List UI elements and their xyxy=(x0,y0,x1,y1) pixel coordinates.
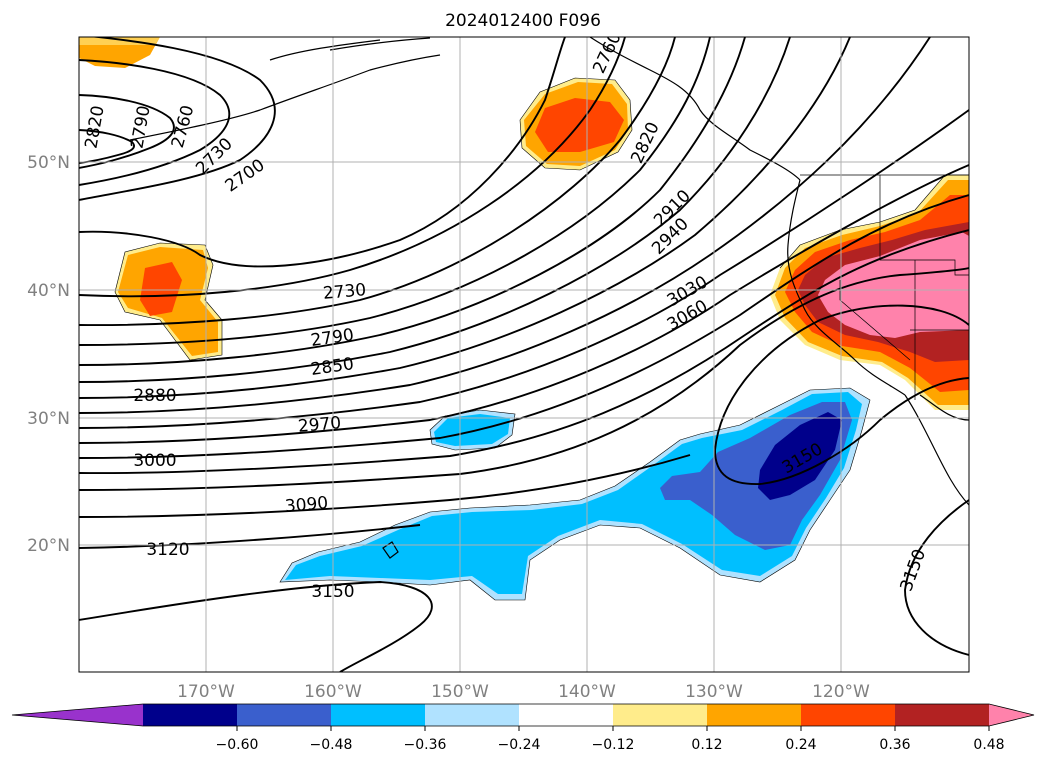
colorbar-tick-label: 0.24 xyxy=(785,737,816,753)
colorbar-ticks: −0.60 −0.48 −0.36 −0.24 −0.12 0.12 0.24 0.36 0.4… xyxy=(216,726,1005,753)
colorbar-tick-label: −0.24 xyxy=(498,737,541,753)
state-borders xyxy=(800,174,969,400)
coastlines xyxy=(129,37,969,559)
colorbar-outline xyxy=(11,703,1035,727)
anomaly-fill-central-pacific xyxy=(430,410,515,450)
longitude-labels: 170°W 160°W 150°W 140°W 130°W 120°W xyxy=(177,682,870,702)
lat-label: 30°N xyxy=(27,409,70,429)
lat-label: 40°N xyxy=(27,281,70,301)
map-panel: 2820 2790 2760 2730 2700 2760 2820 2910 … xyxy=(79,37,969,672)
colorbar-tick-label: −0.48 xyxy=(310,737,353,753)
map-title: 2024012400 F096 xyxy=(445,11,601,31)
colorbar-tick-label: −0.36 xyxy=(404,737,447,753)
latitude-labels: 50°N 40°N 30°N 20°N xyxy=(27,153,70,556)
colorbar-segment xyxy=(425,704,520,726)
lat-label: 20°N xyxy=(27,536,70,556)
contour-label: 3000 xyxy=(133,451,176,471)
anomaly-fill-subtropical xyxy=(280,388,870,600)
lon-label: 150°W xyxy=(431,682,489,702)
lon-label: 130°W xyxy=(685,682,743,702)
colorbar-segment xyxy=(143,704,238,726)
colorbar-tick-label: −0.12 xyxy=(592,737,635,753)
contour-label: 2880 xyxy=(133,386,176,406)
colorbar-extend-low xyxy=(12,704,143,726)
colorbar-tick-label: 0.36 xyxy=(879,737,910,753)
colorbar-segment xyxy=(331,704,426,726)
lon-label: 170°W xyxy=(177,682,235,702)
contour-label: 2730 xyxy=(322,280,367,304)
colorbar-tick-label: 0.48 xyxy=(973,737,1004,753)
contour-label: 2970 xyxy=(297,413,342,437)
grid-lines xyxy=(79,37,969,672)
colorbar-segment xyxy=(237,704,332,726)
lat-label: 50°N xyxy=(27,153,70,173)
colorbar-tick-label: −0.60 xyxy=(216,737,259,753)
colorbar-segment xyxy=(801,704,896,726)
colorbar-segment xyxy=(707,704,802,726)
contour-label: 3120 xyxy=(146,540,189,560)
colorbar-extend-high xyxy=(989,704,1034,726)
height-contours xyxy=(79,37,969,672)
lon-label: 140°W xyxy=(558,682,616,702)
colorbar-tick-label: 0.12 xyxy=(691,737,722,753)
colorbar xyxy=(11,703,1035,727)
anomaly-outlines xyxy=(114,77,969,601)
anomaly-fill-west-pacific xyxy=(115,243,222,360)
contour-label: 3150 xyxy=(311,582,354,602)
contour-label: 3090 xyxy=(284,493,329,517)
colorbar-segment xyxy=(613,704,708,726)
lon-label: 120°W xyxy=(812,682,870,702)
colorbar-segment xyxy=(519,704,614,726)
colorbar-segment xyxy=(895,704,990,726)
lon-label: 160°W xyxy=(304,682,362,702)
map-frame xyxy=(78,36,970,673)
